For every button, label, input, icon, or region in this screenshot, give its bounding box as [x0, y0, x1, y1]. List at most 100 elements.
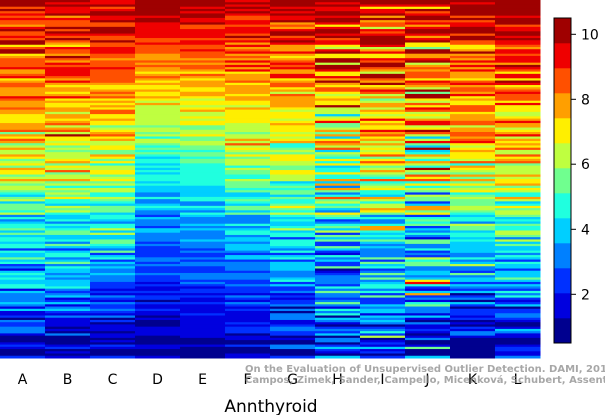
heatmap-cell-G	[270, 123, 316, 126]
heatmap-cell-C	[90, 51, 136, 55]
heatmap-cell-L	[495, 46, 541, 50]
heatmap-cell-I	[360, 42, 406, 46]
heatmap-cell-C	[90, 257, 136, 261]
heatmap-cell-C	[90, 82, 136, 86]
heatmap-cell-K	[450, 324, 496, 328]
heatmap-cell-F	[225, 8, 271, 12]
heatmap-cell-I	[360, 123, 406, 126]
heatmap-cell-B	[45, 212, 91, 216]
heatmap-cell-H	[315, 96, 361, 99]
heatmap-cell-H	[315, 279, 361, 283]
heatmap-cell-B	[45, 69, 91, 73]
heatmap-cell-I	[360, 261, 406, 265]
heatmap-cell-A	[0, 208, 46, 211]
heatmap-cell-C	[90, 87, 136, 90]
heatmap-cell-I	[360, 259, 406, 263]
heatmap-cell-A	[0, 266, 46, 269]
heatmap-cell-G	[270, 257, 316, 261]
heatmap-cell-H	[315, 93, 361, 97]
heatmap-cell-D	[135, 234, 181, 238]
heatmap-cell-K	[450, 109, 496, 113]
heatmap-cell-F	[225, 82, 271, 86]
heatmap-cell-F	[225, 257, 271, 261]
heatmap-cell-D	[135, 64, 181, 68]
heatmap-cell-G	[270, 319, 316, 323]
heatmap-cell-J	[405, 326, 451, 330]
heatmap-cell-I	[360, 24, 406, 28]
heatmap-cell-D	[135, 302, 181, 305]
heatmap-cell-G	[270, 22, 316, 26]
heatmap-cell-J	[405, 145, 451, 149]
heatmap-cell-A	[0, 6, 46, 10]
heatmap-cell-D	[135, 125, 181, 129]
heatmap-cell-K	[450, 176, 496, 180]
heatmap-cell-I	[360, 264, 406, 267]
heatmap-cell-C	[90, 261, 136, 265]
heatmap-cell-J	[405, 230, 451, 234]
heatmap-cell-F	[225, 40, 271, 44]
heatmap-cell-K	[450, 340, 496, 343]
heatmap-cell-E	[180, 120, 226, 124]
heatmap-cell-I	[360, 0, 406, 3]
heatmap-cell-L	[495, 4, 541, 8]
heatmap-cell-E	[180, 80, 226, 84]
heatmap-cell-H	[315, 257, 361, 261]
heatmap-cell-D	[135, 288, 181, 292]
heatmap-cell-G	[270, 187, 316, 191]
heatmap-cell-C	[90, 26, 136, 30]
heatmap-cell-J	[405, 46, 451, 50]
heatmap-cell-H	[315, 284, 361, 287]
heatmap-cell-D	[135, 239, 181, 243]
heatmap-cell-B	[45, 246, 91, 249]
heatmap-cell-B	[45, 102, 91, 106]
heatmap-cell-A	[0, 221, 46, 225]
heatmap-cell-I	[360, 174, 406, 178]
heatmap-cell-B	[45, 241, 91, 245]
heatmap-cell-J	[405, 105, 451, 108]
heatmap-cell-H	[315, 100, 361, 104]
heatmap-cell-E	[180, 315, 226, 319]
heatmap-cell-L	[495, 205, 541, 209]
heatmap-cell-F	[225, 208, 271, 211]
heatmap-cell-B	[45, 31, 91, 35]
heatmap-cell-G	[270, 58, 316, 61]
heatmap-cell-F	[225, 129, 271, 133]
heatmap-cell-L	[495, 279, 541, 283]
heatmap-cell-K	[450, 261, 496, 265]
heatmap-cell-F	[225, 24, 271, 28]
heatmap-cell-C	[90, 93, 136, 97]
heatmap-cell-L	[495, 58, 541, 61]
heatmap-cell-D	[135, 225, 181, 229]
heatmap-cell-C	[90, 35, 136, 39]
heatmap-cell-G	[270, 275, 316, 278]
heatmap-cell-E	[180, 331, 226, 334]
heatmap-cell-F	[225, 205, 271, 209]
heatmap-cell-C	[90, 145, 136, 149]
heatmap-cell-L	[495, 24, 541, 28]
heatmap-cell-J	[405, 270, 451, 274]
heatmap-cell-G	[270, 67, 316, 70]
heatmap-cell-E	[180, 76, 226, 79]
heatmap-cell-F	[225, 322, 271, 325]
heatmap-cell-J	[405, 346, 451, 350]
colorbar-tick-label: 4	[581, 222, 590, 238]
heatmap-cell-H	[315, 71, 361, 75]
heatmap-cell-G	[270, 64, 316, 68]
heatmap-cell-K	[450, 132, 496, 135]
heatmap-cell-D	[135, 172, 181, 176]
heatmap-cell-H	[315, 76, 361, 79]
heatmap-cell-I	[360, 194, 406, 198]
heatmap-cell-C	[90, 55, 136, 59]
heatmap-cell-H	[315, 259, 361, 263]
heatmap-cell-C	[90, 174, 136, 178]
heatmap-cell-E	[180, 183, 226, 187]
heatmap-cell-K	[450, 199, 496, 202]
heatmap-cell-J	[405, 4, 451, 8]
heatmap-cell-G	[270, 87, 316, 90]
colorbar-segment	[554, 93, 571, 119]
heatmap-cell-B	[45, 349, 91, 352]
heatmap-cell-D	[135, 277, 181, 281]
heatmap-cell-E	[180, 161, 226, 164]
heatmap-cell-L	[495, 297, 541, 301]
heatmap-cell-G	[270, 80, 316, 84]
